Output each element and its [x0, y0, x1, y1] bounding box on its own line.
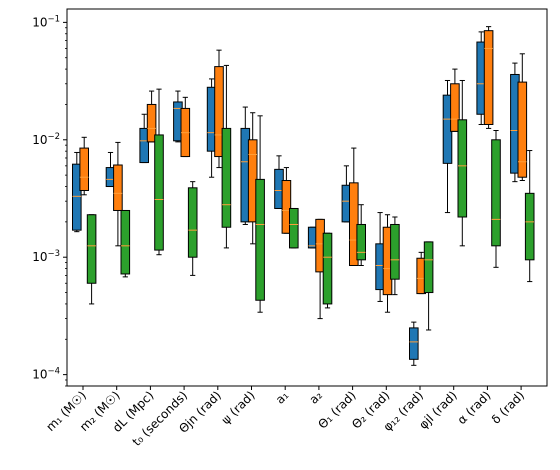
box-3-7 — [289, 207, 299, 249]
box-2-14 — [517, 53, 528, 182]
box-3-3 — [154, 88, 164, 256]
plot-area-frame — [66, 8, 548, 387]
box-3-14 — [524, 150, 535, 283]
box-1-4 — [173, 90, 183, 143]
box-body — [72, 163, 82, 231]
y-axis: 10−4 10−3 10−2 10−1 — [32, 14, 67, 387]
box-2-12 — [450, 68, 460, 132]
box-1-1 — [72, 151, 82, 233]
box-body — [281, 180, 292, 234]
y-tick-label: 10−3 — [32, 249, 60, 264]
box-2-5 — [214, 49, 224, 169]
box-2-3 — [146, 90, 157, 143]
box-3-2 — [120, 209, 131, 278]
box-body — [113, 164, 123, 211]
box-body — [483, 30, 494, 125]
box-3-1 — [86, 214, 97, 305]
y-tick-label: 10−2 — [32, 132, 60, 147]
y-tick-label: 10−1 — [32, 14, 60, 29]
box-3-5 — [221, 64, 232, 249]
box-body — [322, 232, 333, 305]
box-body — [457, 119, 468, 218]
box-body — [524, 192, 535, 261]
box-3-8 — [322, 232, 333, 309]
box-3-13 — [491, 129, 501, 268]
box-body — [187, 187, 198, 258]
box-2-13 — [483, 26, 494, 129]
box-2-1 — [79, 136, 90, 196]
box-3-11 — [423, 241, 434, 331]
box-body — [517, 81, 528, 178]
box-2-2 — [113, 141, 123, 247]
box-2-10 — [382, 214, 393, 313]
box-1-11 — [409, 321, 419, 366]
box-3-12 — [457, 79, 468, 247]
box-body — [409, 327, 419, 360]
box-1-3 — [139, 113, 149, 164]
box-body — [450, 83, 460, 132]
box-body — [79, 147, 90, 191]
box-body — [289, 207, 299, 249]
box-body — [120, 209, 131, 275]
box-3-4 — [187, 181, 198, 276]
box-body — [356, 223, 366, 261]
box-body — [491, 139, 501, 247]
box-body — [255, 178, 265, 301]
box-body — [86, 214, 97, 284]
box-body — [214, 66, 224, 158]
box-body — [390, 223, 400, 280]
box-3-6 — [255, 115, 265, 313]
boxes-layer — [72, 26, 535, 366]
box-body — [146, 103, 157, 143]
box-2-4 — [180, 96, 191, 158]
box-3-9 — [356, 204, 366, 266]
box-body — [221, 127, 232, 228]
y-tick-label: 10−4 — [32, 367, 60, 382]
box-3-10 — [390, 216, 400, 296]
box-body — [154, 134, 164, 251]
box-body — [139, 127, 149, 164]
box-body — [423, 241, 434, 294]
